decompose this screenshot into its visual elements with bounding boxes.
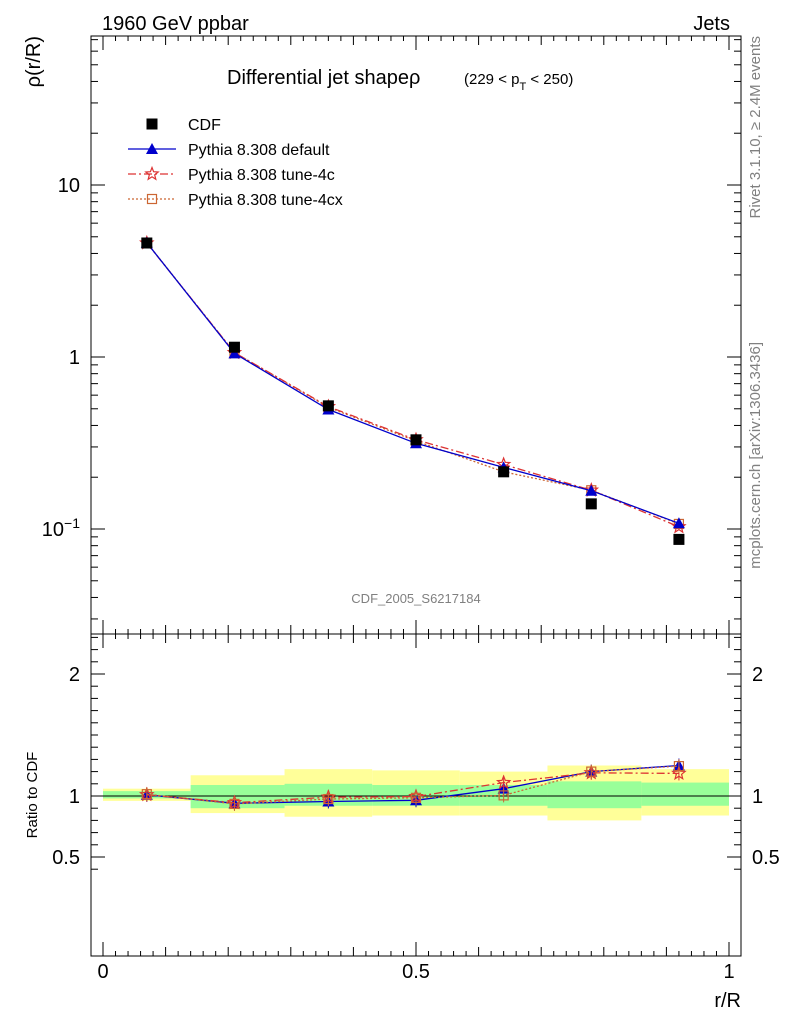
legend-marker-2 bbox=[144, 165, 160, 181]
x-axis-label: r/R bbox=[714, 990, 741, 1012]
ratio-y-tick-label-right: 1 bbox=[752, 786, 763, 808]
legend-marker-0 bbox=[146, 118, 158, 130]
main-series-1-point bbox=[585, 484, 598, 496]
ratio-series-2-point bbox=[673, 761, 685, 772]
ratio-plot-marks bbox=[138, 758, 687, 811]
main-series-0-point bbox=[141, 237, 153, 249]
main-y-tick-label: 10 bbox=[58, 175, 80, 197]
main-plot-axes: 10−1 1 10 bbox=[42, 36, 741, 634]
ratio-y-tick-label: 2 bbox=[69, 664, 80, 686]
ratio-series-1-point bbox=[495, 774, 512, 790]
mcplots-reference-label: mcplots.cern.ch [arXiv:1306.3436] bbox=[747, 342, 764, 569]
legend-label-1: Pythia 8.308 default bbox=[188, 142, 330, 159]
legend-label-2: Pythia 8.308 tune-4c bbox=[188, 167, 335, 184]
main-series-line-2 bbox=[146, 242, 680, 528]
main-series-0-point bbox=[585, 498, 597, 510]
inner-band-bin bbox=[641, 782, 729, 806]
legend-label-3: Pythia 8.308 tune-4cx bbox=[188, 192, 343, 209]
x-tick-label: 1 bbox=[723, 961, 734, 983]
analysis-id-watermark: CDF_2005_S6217184 bbox=[351, 591, 480, 606]
energy-label: 1960 GeV ppbar bbox=[102, 13, 249, 35]
main-series-1-point bbox=[228, 347, 241, 359]
legend-marker-3 bbox=[146, 193, 158, 205]
ratio-plot-axes: 0.5 0.5 1 1 2 2 0 0.5 1 bbox=[52, 634, 780, 983]
category-label: Jets bbox=[693, 13, 730, 35]
ratio-series-2-point bbox=[323, 793, 334, 805]
main-series-0-point bbox=[498, 466, 510, 478]
main-y-tick-label: 1 bbox=[69, 347, 80, 369]
ratio-y-tick-label-right: 2 bbox=[752, 664, 763, 686]
y-axis-label-main: ρ(r/R) bbox=[23, 36, 45, 87]
ratio-series-2-point bbox=[498, 790, 509, 801]
y-axis-label-ratio: Ratio to CDF bbox=[24, 752, 41, 839]
ratio-series-2-point bbox=[586, 766, 597, 777]
legend-label-0: CDF bbox=[188, 117, 221, 134]
main-series-line-1 bbox=[146, 242, 680, 524]
ratio-series-2-point bbox=[141, 789, 152, 800]
main-plot-panel: 10−1 1 10 Differential jet shapeρ (229 < p… bbox=[23, 35, 742, 635]
x-tick-label: 0.5 bbox=[402, 961, 430, 983]
main-y-tick-label: 10−1 bbox=[42, 515, 80, 541]
ratio-series-1-point bbox=[671, 765, 687, 781]
main-series-0-point bbox=[322, 400, 334, 412]
main-plot-marks bbox=[139, 234, 687, 545]
ratio-y-tick-label: 0.5 bbox=[52, 847, 80, 869]
x-tick-label: 0 bbox=[97, 961, 108, 983]
inner-band-bin bbox=[547, 781, 642, 809]
legend-marker-1 bbox=[146, 143, 158, 154]
plot-title-range: (229 < pT < 250) bbox=[464, 71, 573, 93]
ratio-plot-panel: 0.5 0.5 1 1 2 2 0 0.5 1 Ratio to CDF r/R bbox=[24, 633, 780, 1012]
main-series-0-point bbox=[228, 341, 240, 353]
rivet-version-label: Rivet 3.1.10, ≥ 2.4M events bbox=[747, 36, 764, 219]
ratio-y-tick-label: 1 bbox=[69, 786, 80, 808]
main-series-0-point bbox=[673, 533, 685, 545]
ratio-y-tick-label-right: 0.5 bbox=[752, 847, 780, 869]
plot-title: Differential jet shapeρ bbox=[227, 67, 420, 89]
main-series-0-point bbox=[410, 434, 422, 446]
main-series-2-point bbox=[671, 518, 687, 534]
legend: CDF Pythia 8.308 default Pythia 8.308 tune… bbox=[128, 117, 343, 209]
main-series-line-3 bbox=[146, 242, 680, 525]
ratio-series-2-point bbox=[410, 792, 422, 803]
ratio-series-2-point bbox=[229, 798, 240, 810]
main-series-1-point bbox=[672, 517, 685, 529]
